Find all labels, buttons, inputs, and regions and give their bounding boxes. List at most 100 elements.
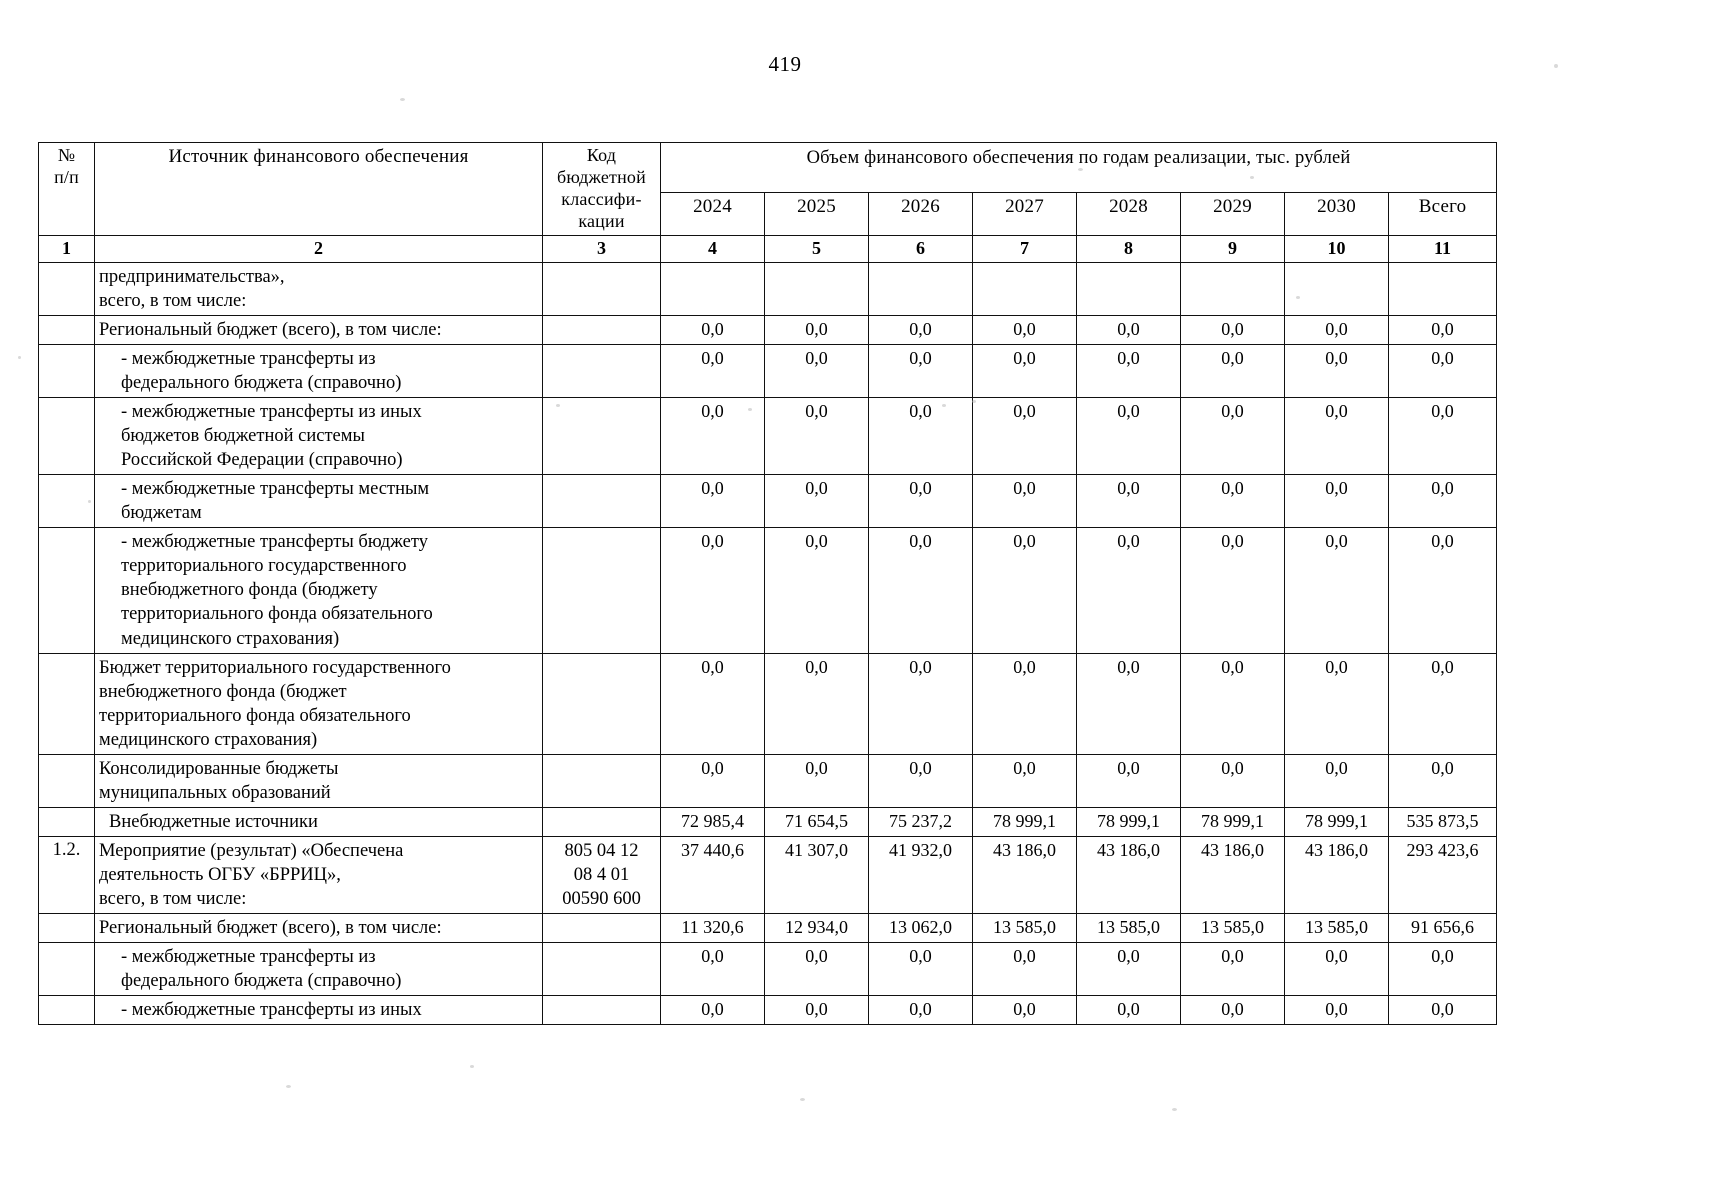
financial-table: № п/п Источник финансового обеспечения К… <box>38 142 1498 1026</box>
row-value-year: 0,0 <box>972 527 1077 654</box>
table-row: предпринимательства», всего, в том числе: <box>38 261 1498 316</box>
row-value-year: 0,0 <box>1180 527 1285 654</box>
row-source-label-line: Консолидированные бюджеты <box>99 758 339 779</box>
row-source-label: - межбюджетные трансферты местным бюджета… <box>94 474 543 529</box>
row-value-total: 535 873,5 <box>1387 806 1498 837</box>
row-value-year <box>1180 261 1285 316</box>
row-source-label-line: - межбюджетные трансферты из иных <box>121 402 422 423</box>
row-value-year: 0,0 <box>660 753 765 808</box>
table-row: Региональный бюджет (всего), в том числе… <box>38 913 1498 944</box>
row-value-year: 0,0 <box>660 652 765 755</box>
row-budget-code <box>542 942 661 997</box>
row-source-label-line: бюджетов бюджетной системы <box>121 426 365 447</box>
header-total: Всего <box>1387 191 1498 236</box>
row-value-total <box>1387 261 1498 316</box>
row-value-year <box>972 261 1077 316</box>
row-budget-code-line: 08 4 01 <box>573 864 630 885</box>
row-value-total: 0,0 <box>1387 343 1498 399</box>
row-value-year: 78 999,1 <box>1180 806 1285 837</box>
row-source-label-line: федерального бюджета (справочно) <box>121 373 402 394</box>
row-source-label-line: Внебюджетные источники <box>109 811 318 832</box>
page-number: 419 <box>768 52 802 76</box>
row-source-label-line: - межбюджетные трансферты из <box>121 947 376 968</box>
table-body: предпринимательства», всего, в том числе:… <box>38 261 1498 1026</box>
row-value-year: 43 186,0 <box>1180 835 1285 915</box>
row-value-year: 0,0 <box>1076 314 1181 345</box>
row-value-year: 0,0 <box>1284 753 1389 808</box>
row-value-year: 0,0 <box>972 753 1077 808</box>
row-value-year: 0,0 <box>1284 942 1389 997</box>
row-budget-code <box>542 343 661 399</box>
row-source-label-line: - межбюджетные трансферты из <box>121 348 376 369</box>
row-source-label: - межбюджетные трансферты из иных <box>94 995 543 1026</box>
column-number-3: 3 <box>542 234 661 263</box>
header-year-2024: 2024 <box>660 191 765 236</box>
row-source-label-line: - межбюджетные трансферты бюджету <box>121 532 428 553</box>
table-row: - межбюджетные трансферты местным бюджета… <box>38 474 1498 529</box>
row-source-label: - межбюджетные трансферты бюджету террито… <box>94 527 543 654</box>
row-index <box>38 942 95 997</box>
header-year-2030: 2030 <box>1284 191 1389 236</box>
row-value-year: 13 062,0 <box>868 913 973 944</box>
header-year-2029: 2029 <box>1180 191 1285 236</box>
header-budget-code-line4: кации <box>578 210 625 231</box>
table-header: № п/п Источник финансового обеспечения К… <box>38 142 1498 263</box>
row-index <box>38 995 95 1026</box>
header-budget-code-line3: классифи- <box>561 188 642 209</box>
row-value-total: 0,0 <box>1387 995 1498 1026</box>
row-value-year: 0,0 <box>868 527 973 654</box>
header-source: Источник финансового обеспечения <box>94 142 543 236</box>
header-row-number-line1: № <box>57 145 76 165</box>
row-value-year: 0,0 <box>764 652 869 755</box>
row-value-year <box>1284 261 1389 316</box>
row-value-year: 75 237,2 <box>868 806 973 837</box>
row-value-year: 0,0 <box>660 397 765 476</box>
row-budget-code <box>542 995 661 1026</box>
row-value-year: 0,0 <box>868 343 973 399</box>
row-source-label: Региональный бюджет (всего), в том числе… <box>94 314 543 345</box>
row-value-year: 0,0 <box>1076 397 1181 476</box>
row-value-year: 0,0 <box>1180 343 1285 399</box>
row-value-year: 11 320,6 <box>660 913 765 944</box>
row-value-year: 0,0 <box>1076 474 1181 529</box>
row-value-year: 0,0 <box>868 652 973 755</box>
row-source-label-line: муниципальных образований <box>99 782 331 803</box>
row-source-label: Мероприятие (результат) «Обеспечена деяте… <box>94 835 543 915</box>
row-value-total: 0,0 <box>1387 942 1498 997</box>
row-budget-code: 805 04 12 08 4 01 00590 600 <box>542 835 661 915</box>
row-value-year: 0,0 <box>868 314 973 345</box>
row-value-year: 0,0 <box>1076 942 1181 997</box>
row-value-year <box>1076 261 1181 316</box>
row-value-year: 0,0 <box>972 343 1077 399</box>
row-source-label-line: внебюджетного фонда (бюджету <box>121 580 378 601</box>
row-source-label-line: Региональный бюджет (всего), в том числе… <box>99 319 442 340</box>
row-source-label: - межбюджетные трансферты из федерального… <box>94 942 543 997</box>
row-budget-code <box>542 261 661 316</box>
row-value-year: 0,0 <box>972 314 1077 345</box>
row-source-label-line: деятельность ОГБУ «БРРИЦ», <box>99 864 341 885</box>
row-value-year: 41 932,0 <box>868 835 973 915</box>
row-value-year: 13 585,0 <box>1180 913 1285 944</box>
row-source-label-line: территориального фонда обязательного <box>99 705 411 726</box>
row-value-year: 72 985,4 <box>660 806 765 837</box>
header-year-2025: 2025 <box>764 191 869 236</box>
row-source-label-line: медицинского страхования) <box>121 628 340 649</box>
row-source-label: - межбюджетные трансферты из иных бюджето… <box>94 397 543 476</box>
column-number-10: 10 <box>1284 234 1389 263</box>
column-number-2: 2 <box>94 234 543 263</box>
column-number-9: 9 <box>1180 234 1285 263</box>
row-value-year: 43 186,0 <box>1076 835 1181 915</box>
row-value-year: 0,0 <box>1284 652 1389 755</box>
row-value-year: 78 999,1 <box>1284 806 1389 837</box>
header-year-2026: 2026 <box>868 191 973 236</box>
header-row-years: 2024 2025 2026 2027 2028 2029 2030 Всего <box>39 191 1498 236</box>
row-source-label-line: - межбюджетные трансферты из иных <box>121 1000 422 1021</box>
header-row-column-numbers: 1 2 3 4 5 6 7 8 9 10 11 <box>38 234 1498 263</box>
row-source-label: Внебюджетные источники <box>94 806 543 837</box>
row-source-label-line: федерального бюджета (справочно) <box>121 971 402 992</box>
row-value-total: 0,0 <box>1387 527 1498 654</box>
row-value-year: 13 585,0 <box>1284 913 1389 944</box>
row-value-year: 78 999,1 <box>1076 806 1181 837</box>
row-value-year <box>868 261 973 316</box>
